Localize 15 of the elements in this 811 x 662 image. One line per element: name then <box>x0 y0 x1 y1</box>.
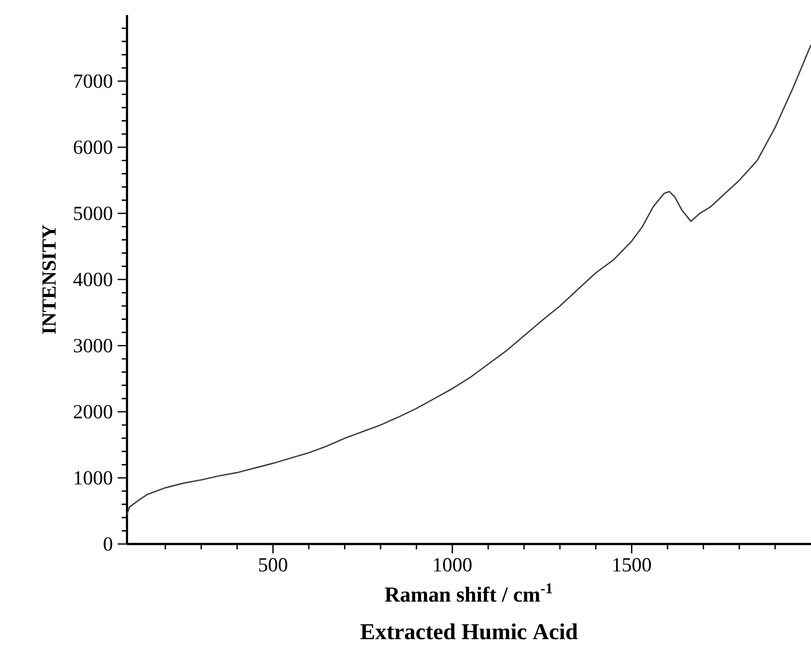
x-tick-label: 500 <box>259 558 288 572</box>
y-tick-label: 7000 <box>74 74 112 88</box>
y-tick-label: 1000 <box>74 471 112 485</box>
x-axis-title: Raman shift / cm$^{-1}$ <box>384 583 552 602</box>
x-tick-label: 1500 <box>613 558 651 572</box>
y-tick-label: 0 <box>104 537 112 551</box>
y-tick-label: 2000 <box>74 405 112 418</box>
y-axis-title: INTENSITY <box>42 224 56 334</box>
text: Extracted Humic Acid <box>360 623 578 640</box>
x-tick-label: 1000 <box>434 558 472 572</box>
y-tick-label: 6000 <box>74 140 112 154</box>
y-tick-label: 5000 <box>74 206 112 220</box>
y-tick-label: 4000 <box>73 272 112 286</box>
line-series <box>126 44 811 515</box>
y-tick-label: 3000 <box>74 338 112 352</box>
